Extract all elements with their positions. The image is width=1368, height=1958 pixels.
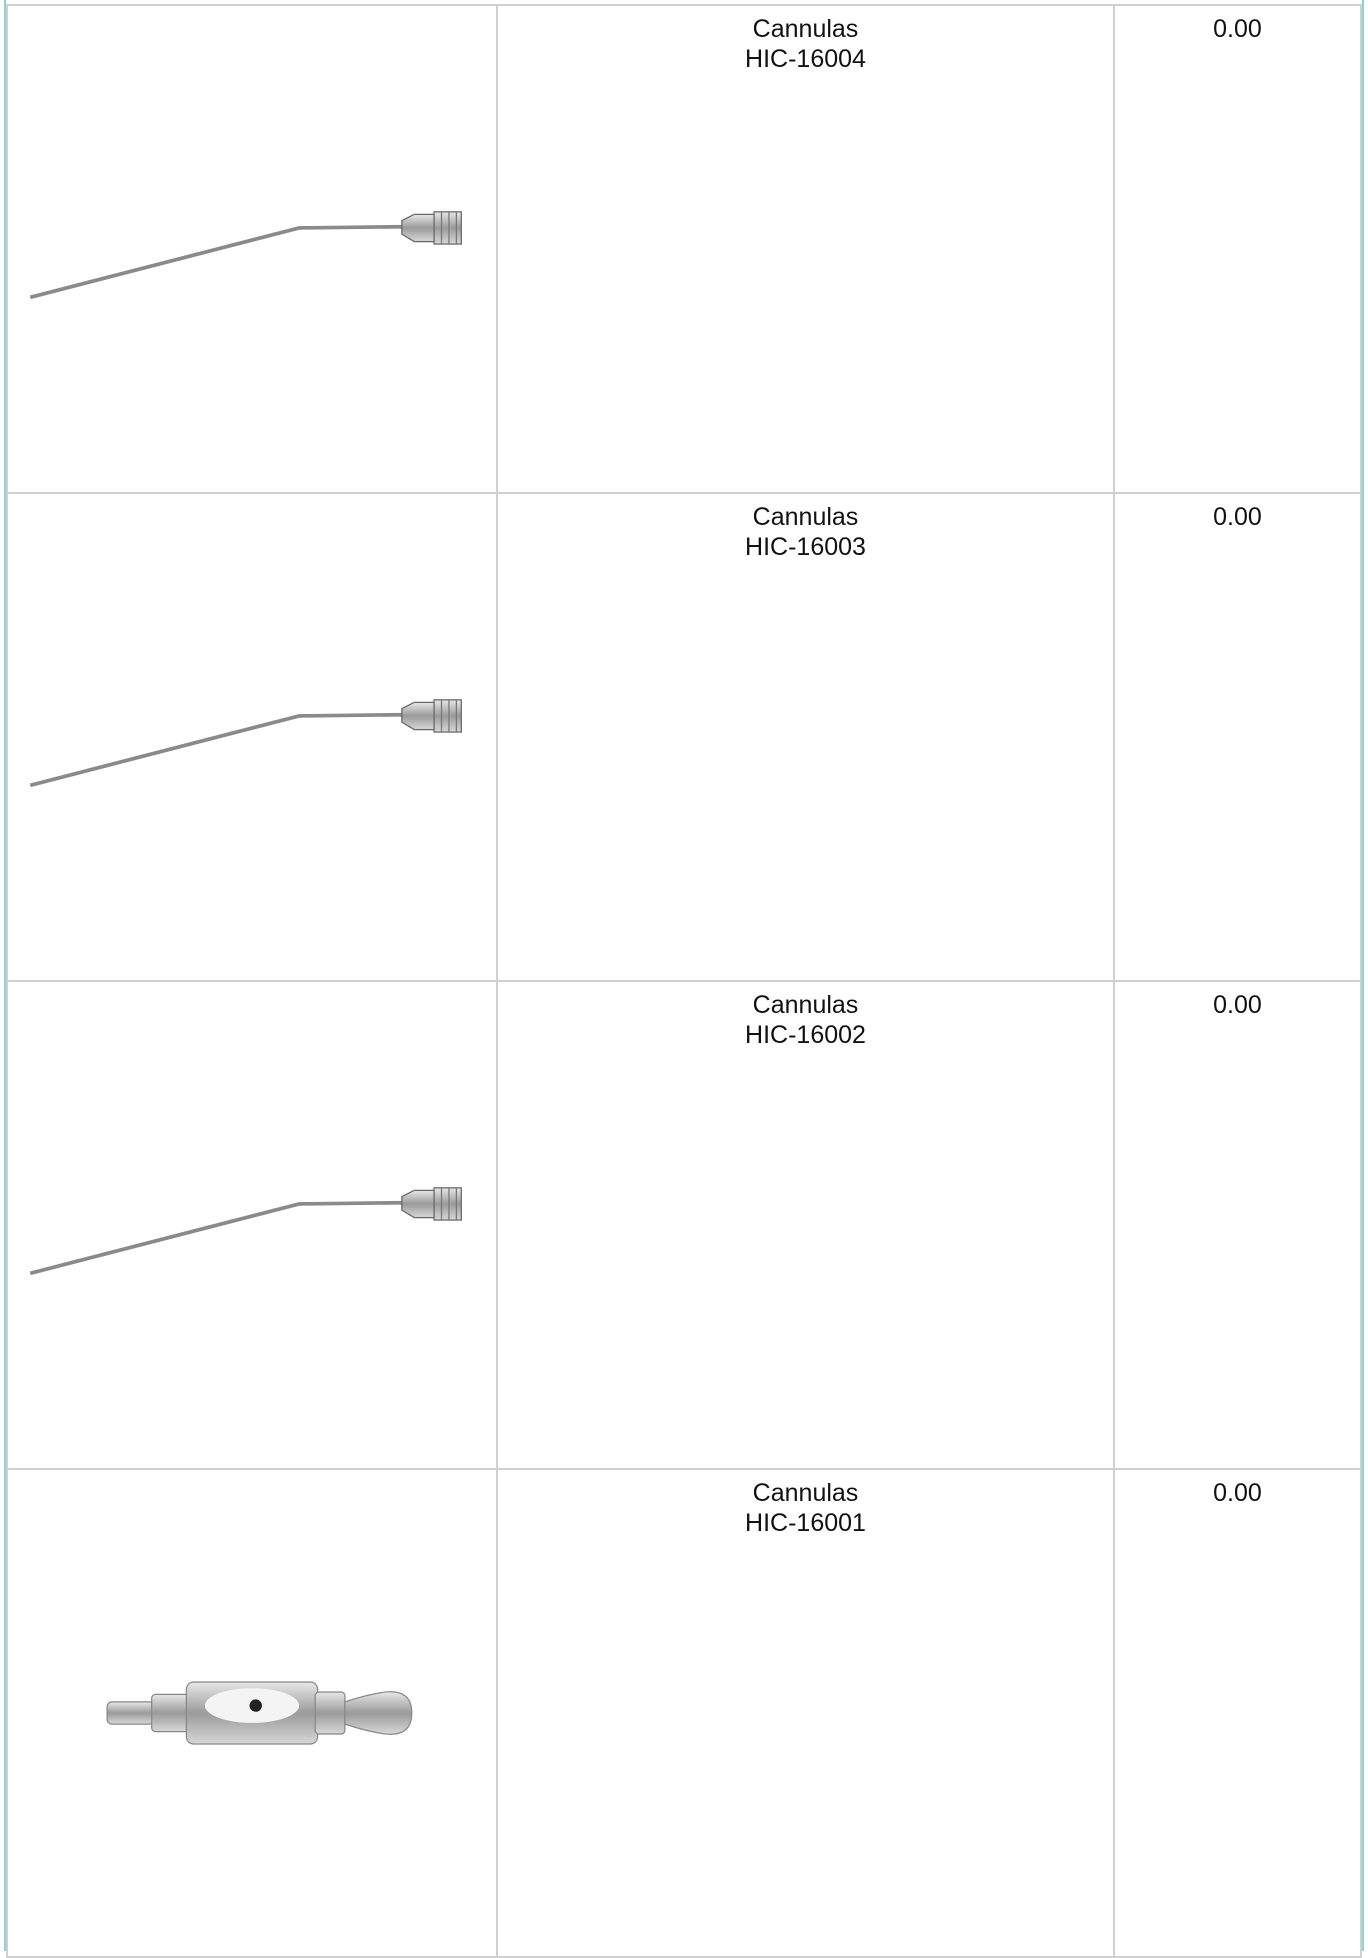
product-code: HIC-16002: [745, 1021, 866, 1049]
product-cell: Cannulas HIC-16004: [496, 4, 1113, 494]
product-image: [29, 1187, 462, 1276]
image-cell: [6, 980, 496, 1470]
product-image: [29, 211, 462, 300]
price: 0.00: [1213, 503, 1262, 531]
frame-edge: [1362, 0, 1364, 1951]
product-name: Cannulas: [752, 991, 859, 1019]
product-code: HIC-16004: [745, 45, 866, 73]
frame-edge: [4, 0, 6, 1951]
product-name: Cannulas: [752, 503, 859, 531]
product-text: Cannulas HIC-16001: [498, 1470, 1113, 1538]
price: 0.00: [1213, 991, 1262, 1019]
product-text: Cannulas HIC-16002: [498, 982, 1113, 1050]
product-code: HIC-16003: [745, 533, 866, 561]
product-name: Cannulas: [752, 1479, 859, 1507]
product-row: Cannulas HIC-16003 0.00: [6, 492, 1362, 982]
price-cell: 0.00: [1113, 492, 1362, 982]
price-cell: 0.00: [1113, 1468, 1362, 1958]
product-row: Cannulas HIC-16001 0.00: [6, 1468, 1362, 1958]
product-name: Cannulas: [752, 15, 859, 43]
product-cell: Cannulas HIC-16002: [496, 980, 1113, 1470]
price: 0.00: [1213, 1479, 1262, 1507]
product-image: [29, 699, 462, 788]
price: 0.00: [1213, 15, 1262, 43]
price-cell: 0.00: [1113, 980, 1362, 1470]
product-text: Cannulas HIC-16003: [498, 494, 1113, 562]
product-cell: Cannulas HIC-16001: [496, 1468, 1113, 1958]
product-row: Cannulas HIC-16002 0.00: [6, 980, 1362, 1470]
image-cell: [6, 4, 496, 494]
product-cell: Cannulas HIC-16003: [496, 492, 1113, 982]
product-code: HIC-16001: [745, 1509, 866, 1537]
product-image: [106, 1681, 413, 1745]
image-cell: [6, 1468, 496, 1958]
image-cell: [6, 492, 496, 982]
price-cell: 0.00: [1113, 4, 1362, 494]
product-text: Cannulas HIC-16004: [498, 6, 1113, 74]
product-row: Cannulas HIC-16004 0.00: [6, 4, 1362, 494]
